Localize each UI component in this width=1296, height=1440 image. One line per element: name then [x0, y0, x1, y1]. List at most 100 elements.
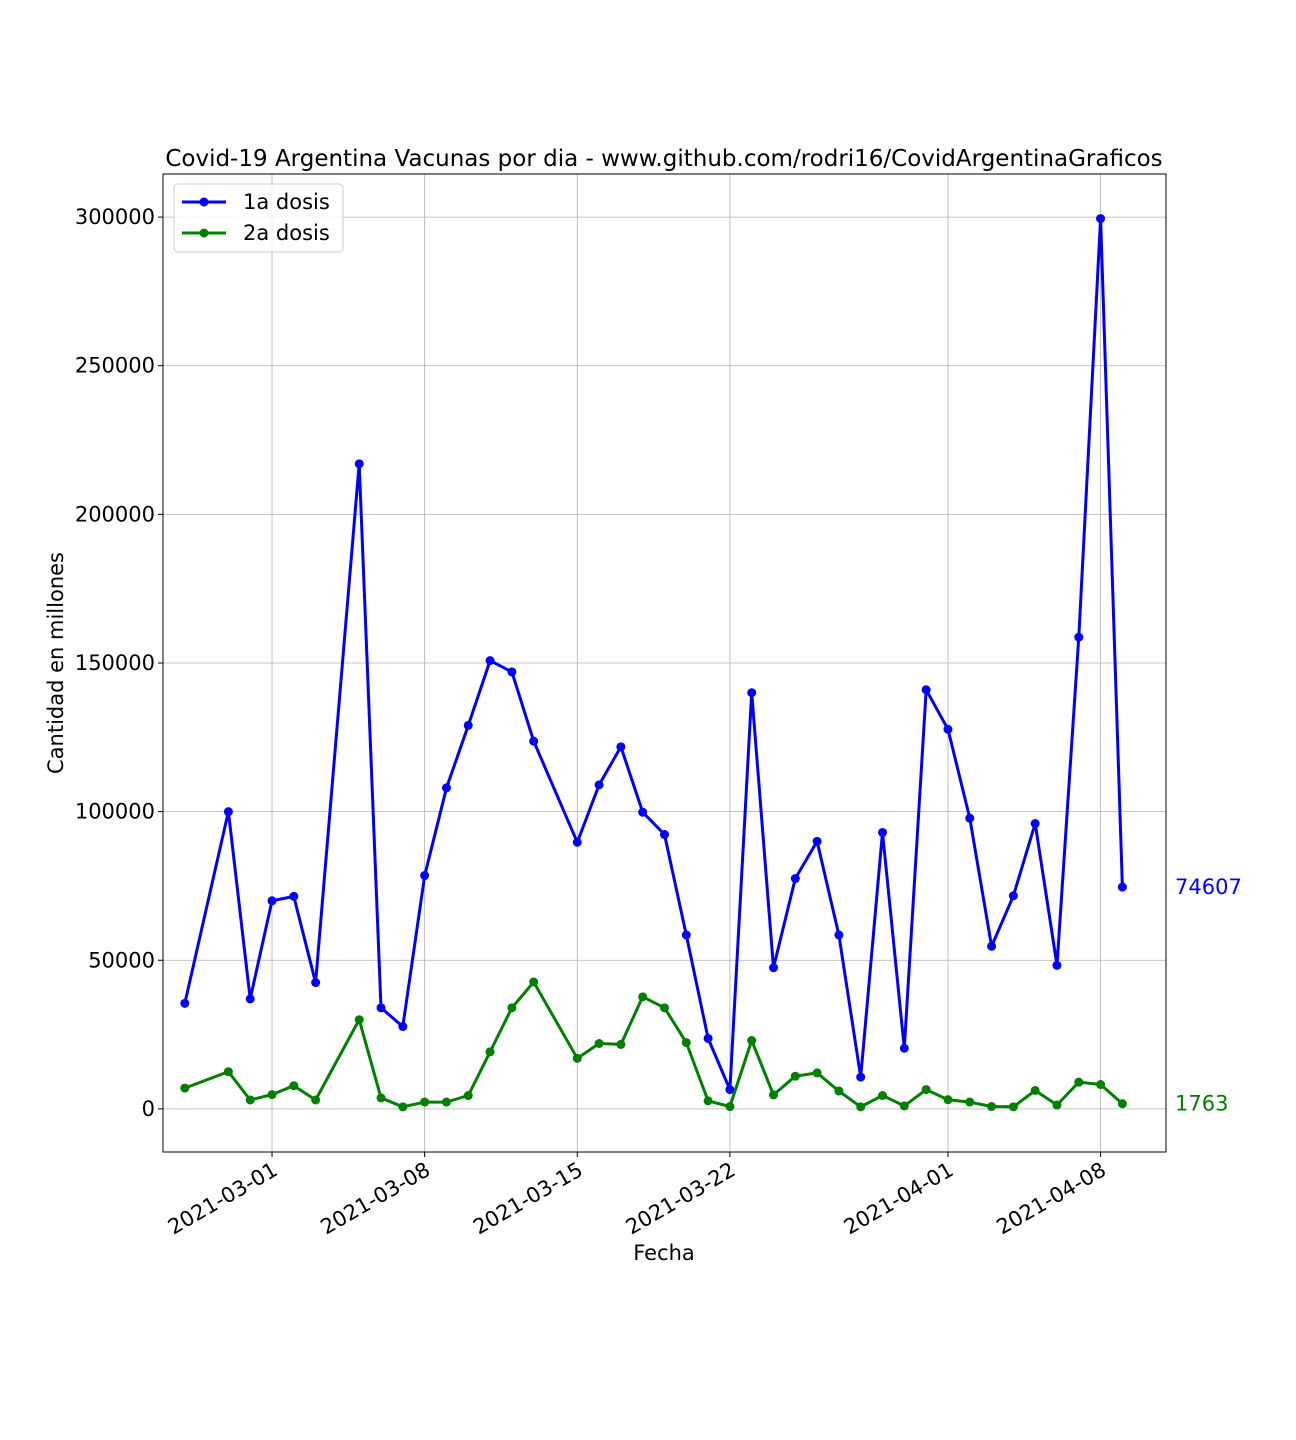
- data-point: [943, 1095, 953, 1105]
- data-point: [245, 1095, 255, 1105]
- data-point: [747, 1036, 757, 1046]
- data-point: [1074, 1077, 1084, 1087]
- data-point: [681, 1038, 691, 1048]
- data-point: [420, 871, 430, 881]
- data-point: [1074, 632, 1084, 642]
- data-point: [899, 1043, 909, 1053]
- data-point: [878, 827, 888, 837]
- x-tick-label: 2021-04-08: [992, 1158, 1110, 1240]
- data-point: [921, 685, 931, 695]
- data-point: [463, 1091, 473, 1101]
- data-point: [223, 1067, 233, 1077]
- y-tick-label: 150000: [75, 651, 155, 675]
- data-point: [463, 720, 473, 730]
- data-point: [267, 1090, 277, 1100]
- data-point: [572, 837, 582, 847]
- data-point: [878, 1091, 888, 1101]
- data-point: [572, 1053, 582, 1063]
- y-tick-label: 100000: [75, 800, 155, 824]
- series-line: [183, 217, 1124, 1092]
- data-point: [594, 1038, 604, 1048]
- data-point: [507, 667, 517, 677]
- data-point: [660, 830, 669, 840]
- data-point: [769, 1090, 779, 1100]
- data-point: [289, 1081, 299, 1091]
- legend-label: 1a dosis: [243, 190, 330, 214]
- y-axis: 0 50000 100000 150000 200000 250000 300000: [75, 205, 163, 1121]
- data-point: [420, 1097, 430, 1107]
- data-point: [812, 1068, 822, 1078]
- data-point: [921, 1085, 931, 1095]
- series-line: [184, 980, 1124, 1109]
- end-labels: 74607 1763: [1175, 875, 1242, 1116]
- data-point: [267, 896, 277, 906]
- end-value-label: 1763: [1175, 1092, 1228, 1116]
- data-point: [529, 977, 539, 987]
- chart-title: Covid-19 Argentina Vacunas por dia - www…: [165, 146, 1162, 172]
- data-point: [1096, 214, 1106, 224]
- data-point: [1117, 882, 1127, 892]
- data-point: [790, 1071, 800, 1081]
- legend-label: 2a dosis: [243, 221, 330, 245]
- y-tick-label: 50000: [88, 948, 155, 972]
- data-point: [769, 963, 779, 973]
- y-tick-label: 200000: [75, 502, 155, 526]
- data-point: [180, 1083, 190, 1093]
- series-2: [180, 977, 1127, 1112]
- data-point: [1008, 891, 1018, 901]
- data-point: [834, 1086, 844, 1096]
- x-axis-label: Fecha: [633, 1241, 695, 1265]
- data-point: [812, 836, 822, 846]
- x-tick-label: 2021-03-22: [622, 1158, 740, 1240]
- data-point: [223, 807, 233, 817]
- legend-marker: [199, 228, 209, 238]
- data-point: [289, 891, 299, 901]
- data-point: [245, 994, 255, 1004]
- data-point: [965, 813, 975, 823]
- data-point: [398, 1102, 408, 1112]
- data-point: [1096, 1080, 1106, 1090]
- data-point: [354, 459, 364, 469]
- series-layer: [180, 214, 1127, 1112]
- data-point: [398, 1022, 408, 1032]
- data-point: [529, 736, 539, 746]
- data-point: [507, 1003, 517, 1013]
- data-point: [660, 1003, 669, 1013]
- x-tick-label: 2021-04-01: [840, 1158, 958, 1240]
- data-point: [725, 1085, 735, 1095]
- data-point: [943, 724, 953, 734]
- data-point: [354, 1015, 364, 1025]
- data-point: [441, 1097, 451, 1107]
- x-tick-label: 2021-03-01: [164, 1158, 282, 1240]
- series-1: [180, 214, 1127, 1095]
- data-point: [681, 930, 691, 940]
- data-point: [899, 1101, 909, 1111]
- y-tick-label: 250000: [75, 354, 155, 378]
- data-point: [638, 807, 648, 817]
- legend: 1a dosis 2a dosis: [173, 183, 344, 253]
- x-axis: 2021-03-01 2021-03-08 2021-03-15 2021-03-22…: [164, 1152, 1110, 1239]
- data-point: [747, 688, 757, 698]
- data-point: [834, 930, 844, 940]
- data-point: [1052, 1100, 1062, 1110]
- data-point: [441, 783, 451, 793]
- data-point: [703, 1096, 713, 1106]
- data-point: [725, 1102, 735, 1112]
- x-tick-label: 2021-03-08: [316, 1158, 434, 1240]
- data-point: [987, 1102, 997, 1112]
- y-tick-label: 0: [142, 1097, 155, 1121]
- data-point: [790, 874, 800, 884]
- y-tick-label: 300000: [75, 205, 155, 229]
- data-point: [856, 1102, 866, 1112]
- data-point: [311, 978, 321, 988]
- y-axis-label: Cantidad en millones: [44, 552, 68, 774]
- data-point: [987, 941, 997, 951]
- data-point: [1008, 1102, 1018, 1112]
- data-point: [376, 1003, 386, 1013]
- data-point: [965, 1097, 975, 1107]
- x-tick-label: 2021-03-15: [469, 1158, 587, 1240]
- data-point: [1030, 819, 1040, 829]
- data-point: [1052, 960, 1062, 970]
- legend-marker: [199, 197, 209, 207]
